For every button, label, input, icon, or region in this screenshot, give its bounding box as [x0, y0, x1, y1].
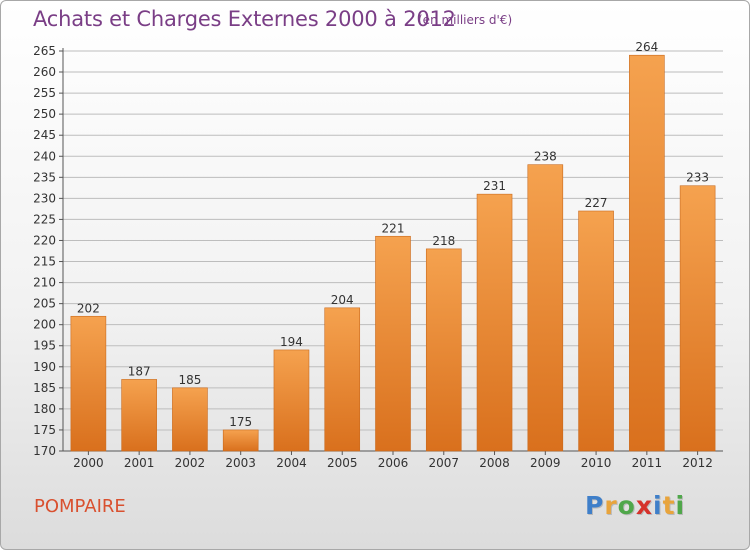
- x-tick-label: 2012: [682, 456, 713, 470]
- x-tick-label: 2011: [632, 456, 663, 470]
- y-tick-label: 180: [33, 402, 56, 416]
- data-labels: 202 187 185 175 194 204 221 218 231 238 227 264 233: [77, 40, 709, 429]
- y-tick-label: 260: [33, 65, 56, 79]
- y-tick-label: 220: [33, 233, 56, 247]
- bar-2006: [375, 235, 411, 452]
- x-tick-label: 2000: [73, 456, 104, 470]
- x-tick-label: 2003: [225, 456, 256, 470]
- bar-2002: [172, 387, 208, 452]
- y-tick-label: 265: [33, 44, 56, 58]
- y-tick-label: 190: [33, 360, 56, 374]
- bar-2012: [679, 185, 716, 452]
- data-label-2007: 218: [432, 234, 455, 248]
- chart-title: Achats et Charges Externes 2000 à 2012: [33, 7, 456, 31]
- x-tick-label: 2006: [378, 456, 409, 470]
- data-label-2012: 233: [686, 171, 709, 185]
- logo-letter: i: [653, 491, 663, 520]
- y-tick-label: 240: [33, 149, 56, 163]
- data-label-2011: 264: [635, 40, 658, 54]
- x-tick-label: 2010: [581, 456, 612, 470]
- y-tick-label: 210: [33, 276, 56, 290]
- x-tick-label: 2008: [479, 456, 510, 470]
- bar-2011: [629, 54, 665, 452]
- bar-2009: [527, 164, 564, 452]
- data-label-2009: 238: [534, 150, 557, 164]
- bar-2003: [222, 429, 259, 452]
- bar-2010: [578, 210, 614, 452]
- data-label-2008: 231: [483, 179, 506, 193]
- x-tick-label: 2004: [276, 456, 307, 470]
- data-label-2004: 194: [280, 335, 303, 349]
- bars: [70, 54, 716, 452]
- y-tick-label: 195: [33, 339, 56, 353]
- x-tick-label: 2007: [428, 456, 459, 470]
- bar-2008: [476, 193, 513, 452]
- chart-subtitle: (en milliers d'€): [418, 13, 513, 27]
- y-tick-label: 215: [33, 255, 56, 269]
- commune-name: POMPAIRE: [34, 496, 126, 517]
- x-tick-label: 2002: [175, 456, 206, 470]
- logo-letter: x: [635, 491, 653, 520]
- y-tick-label: 200: [33, 318, 56, 332]
- y-tick-label: 235: [33, 170, 56, 184]
- y-tick-label: 245: [33, 128, 56, 142]
- logo-letter: P: [585, 491, 605, 520]
- data-label-2002: 185: [178, 373, 201, 387]
- y-tick-label: 175: [33, 423, 56, 437]
- data-label-2006: 221: [382, 221, 405, 235]
- y-tick-label: 225: [33, 212, 56, 226]
- proxiti-logo[interactable]: Proxiti: [585, 491, 685, 520]
- x-tick-label: 2009: [530, 456, 561, 470]
- y-tick-label: 185: [33, 381, 56, 395]
- data-label-2010: 227: [585, 196, 608, 210]
- y-tick-label: 170: [33, 444, 56, 458]
- data-label-2001: 187: [128, 364, 151, 378]
- logo-letter: r: [604, 491, 618, 520]
- x-tick-label: 2001: [124, 456, 155, 470]
- data-label-2000: 202: [77, 301, 100, 315]
- y-tick-label: 250: [33, 107, 56, 121]
- bar-2000: [70, 315, 107, 452]
- logo-letter: i: [675, 491, 686, 520]
- logo-letter: t: [662, 491, 676, 520]
- logo-letter: o: [617, 491, 636, 520]
- bar-2005: [324, 307, 361, 452]
- data-label-2003: 175: [229, 415, 252, 429]
- data-label-2005: 204: [331, 293, 354, 307]
- bar-2007: [425, 248, 462, 452]
- bar-2001: [121, 379, 157, 452]
- y-tick-label: 230: [33, 191, 56, 205]
- y-tick-label: 255: [33, 86, 56, 100]
- y-tick-label: 205: [33, 297, 56, 311]
- bar-2004: [273, 349, 310, 452]
- axes: 170 175 180 185 190 195 200 205 210 215 220 225 230 2…: [33, 44, 723, 470]
- x-tick-label: 2005: [327, 456, 358, 470]
